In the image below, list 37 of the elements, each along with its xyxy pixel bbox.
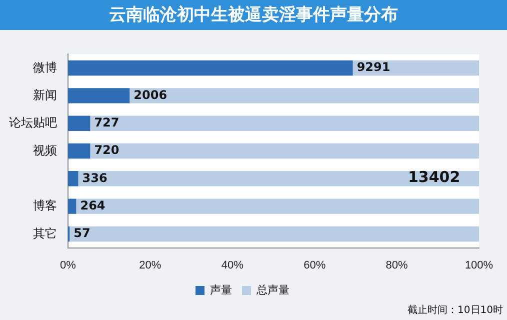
bar xyxy=(68,198,76,214)
bar xyxy=(68,171,78,186)
y-tick-label: 新闻 xyxy=(33,88,57,102)
y-tick-label: 论坛贴吧 xyxy=(9,116,57,130)
chart-title: 云南临沧初中生被逼卖淫事件声量分布 xyxy=(0,0,507,30)
bar xyxy=(90,116,479,131)
bar xyxy=(68,116,90,131)
legend-label: 声量 xyxy=(210,284,232,297)
bar xyxy=(352,60,479,76)
legend-label: 总声量 xyxy=(256,284,290,297)
annotation: 727 xyxy=(94,115,120,130)
y-tick-label: 视频 xyxy=(33,143,57,158)
annotation: 720 xyxy=(94,143,120,158)
y-tick-label: 其它 xyxy=(33,226,57,240)
x-tick-label: 100% xyxy=(464,259,494,272)
bar xyxy=(68,88,130,104)
annotation: 336 xyxy=(82,170,108,185)
y-tick-label: 博客 xyxy=(33,198,57,213)
x-tick-label: 0% xyxy=(60,259,76,272)
text: 截止时间：10日10时 xyxy=(408,304,503,317)
bar xyxy=(130,88,479,104)
x-tick-label: 40% xyxy=(221,259,244,272)
bar xyxy=(68,143,90,159)
x-tick-label: 60% xyxy=(304,259,326,272)
annotation: 2006 xyxy=(134,88,168,102)
bar xyxy=(68,60,353,76)
bar xyxy=(78,171,479,186)
annotation: 264 xyxy=(80,198,106,212)
annotation: 13402 xyxy=(408,168,460,186)
annotation: 57 xyxy=(74,226,90,240)
bar xyxy=(76,198,479,214)
annotation: 9291 xyxy=(356,60,390,74)
bar xyxy=(90,143,479,159)
x-tick-label: 80% xyxy=(386,259,408,272)
y-tick-label: 微博 xyxy=(33,60,57,74)
bar xyxy=(70,226,479,242)
x-tick-label: 20% xyxy=(139,259,162,272)
